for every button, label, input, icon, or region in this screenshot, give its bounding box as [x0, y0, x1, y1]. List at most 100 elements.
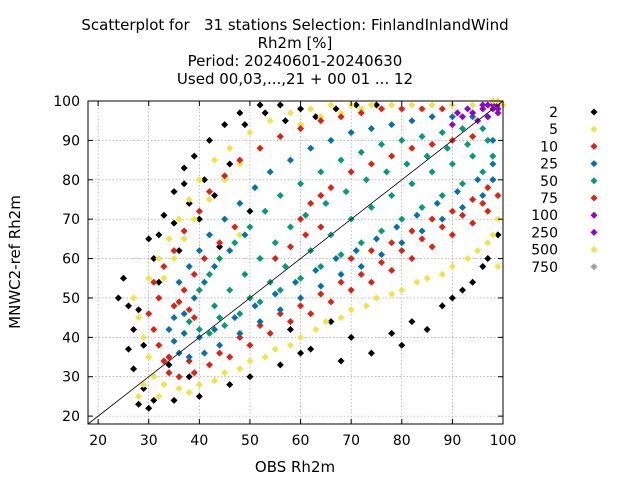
- scatter-point-band-75: [448, 207, 456, 215]
- scatter-point-band-50: [322, 199, 330, 207]
- scatter-point-band-10: [155, 294, 163, 302]
- diagonal-reference-line: [87, 100, 504, 425]
- scatter-point-band-75: [317, 223, 325, 231]
- scatter-point-band-25: [388, 121, 396, 129]
- scatter-point-band-2: [124, 345, 132, 353]
- scatter-point-band-50: [357, 239, 365, 247]
- scatter-point-band-50: [383, 168, 391, 176]
- scatter-point-band-50: [276, 192, 284, 200]
- scatter-point-band-5: [286, 109, 294, 117]
- scatter-point-band-50: [226, 286, 234, 294]
- x-tick-label: 50: [241, 433, 259, 449]
- scatter-point-band-100: [464, 105, 472, 113]
- legend-marker: [590, 160, 598, 168]
- scatter-point-band-2: [408, 318, 416, 326]
- scatter-point-band-5: [367, 101, 375, 109]
- scatter-point-band-5: [185, 195, 193, 203]
- scatter-point-band-10: [221, 172, 229, 180]
- x-tick-label: 80: [393, 433, 411, 449]
- scatter-point-band-50: [388, 192, 396, 200]
- scatter-point-band-25: [352, 247, 360, 255]
- scatter-point-band-2: [398, 341, 406, 349]
- scatter-point-band-5: [322, 318, 330, 326]
- scatter-point-band-2: [352, 101, 360, 109]
- scatter-point-band-50: [398, 215, 406, 223]
- scatter-point-band-5: [464, 255, 472, 263]
- scatter-point-band-2: [170, 396, 178, 404]
- scatter-point-band-5: [155, 255, 163, 263]
- scatter-point-band-2: [423, 325, 431, 333]
- scatter-point-band-2: [297, 349, 305, 357]
- scatter-point-band-50: [448, 160, 456, 168]
- scatter-point-band-5: [140, 381, 148, 389]
- scatter-point-band-25: [479, 192, 487, 200]
- scatter-point-band-10: [286, 318, 294, 326]
- scatter-point-band-25: [241, 231, 249, 239]
- scatter-point-band-50: [479, 168, 487, 176]
- scatter-point-band-2: [160, 211, 168, 219]
- scatter-point-band-250: [494, 105, 502, 113]
- y-tick-label: 90: [62, 133, 80, 149]
- scatter-point-band-2: [175, 247, 183, 255]
- scatter-point-band-25: [448, 113, 456, 121]
- scatter-point-band-75: [317, 192, 325, 200]
- scatter-point-band-25: [170, 314, 178, 322]
- scatter-point-band-50: [443, 144, 451, 152]
- scatter-point-band-75: [307, 199, 315, 207]
- scatter-point-band-2: [190, 152, 198, 160]
- x-axis-label: OBS Rh2m: [255, 458, 335, 476]
- scatter-point-band-50: [469, 152, 477, 160]
- scatter-point-band-2: [276, 361, 284, 369]
- scatter-point-band-10: [484, 207, 492, 215]
- scatter-point-band-5: [145, 353, 153, 361]
- scatter-point-band-2: [150, 396, 158, 404]
- scatter-point-band-2: [347, 333, 355, 341]
- y-axis-label: MNWC2-ref Rh2m: [6, 195, 24, 329]
- scatter-point-band-10: [297, 302, 305, 310]
- scatter-point-band-10: [195, 207, 203, 215]
- chart-subtitle-line-2: Period: 20240601-20240630: [188, 52, 403, 70]
- scatter-point-band-10: [347, 286, 355, 294]
- y-tick-label: 40: [62, 330, 80, 346]
- scatter-point-band-5: [317, 113, 325, 121]
- scatter-point-band-50: [398, 136, 406, 144]
- scatter-point-band-25: [195, 247, 203, 255]
- x-tick-label: 70: [342, 433, 360, 449]
- scatter-point-band-2: [170, 219, 178, 227]
- scatter-point-band-5: [413, 278, 421, 286]
- scatter-point-band-10: [337, 278, 345, 286]
- scatter-point-band-25: [236, 329, 244, 337]
- scatter-point-band-5: [135, 392, 143, 400]
- scatter-point-band-10: [190, 369, 198, 377]
- scatter-point-band-10: [418, 105, 426, 113]
- scatter-point-band-5: [408, 101, 416, 109]
- x-tick-label: 20: [89, 433, 107, 449]
- x-tick-label: 60: [292, 433, 310, 449]
- scatter-point-band-2: [124, 302, 132, 310]
- y-axis-ticks: 20 30 40 50 60 70 80 90 100: [53, 94, 503, 425]
- scatter-point-band-50: [236, 310, 244, 318]
- scatter-point-band-250: [484, 101, 492, 109]
- scatter-point-band-25: [236, 199, 244, 207]
- scatter-point-band-75: [302, 231, 310, 239]
- scatter-point-band-2: [236, 109, 244, 117]
- scatter-point-band-5: [221, 369, 229, 377]
- scatter-point-band-25: [337, 270, 345, 278]
- scatter-point-band-2: [388, 329, 396, 337]
- scatter-point-band-10: [150, 278, 158, 286]
- scatter-point-band-10: [317, 117, 325, 125]
- scatter-point-band-25: [489, 176, 497, 184]
- scatter-point-band-75: [388, 152, 396, 160]
- scatter-point-band-5: [165, 235, 173, 243]
- scatter-point-band-25: [211, 262, 219, 270]
- scatter-point-band-10: [231, 223, 239, 231]
- scatter-point-band-50: [459, 180, 467, 188]
- scatter-point-band-5: [297, 121, 305, 129]
- scatter-point-band-50: [256, 255, 264, 263]
- scatter-point-band-5: [484, 239, 492, 247]
- scatter-point-band-100: [459, 113, 467, 121]
- data-points: [114, 97, 507, 412]
- scatter-point-band-10: [170, 247, 178, 255]
- scatter-point-band-2: [195, 392, 203, 400]
- scatter-point-band-50: [479, 125, 487, 133]
